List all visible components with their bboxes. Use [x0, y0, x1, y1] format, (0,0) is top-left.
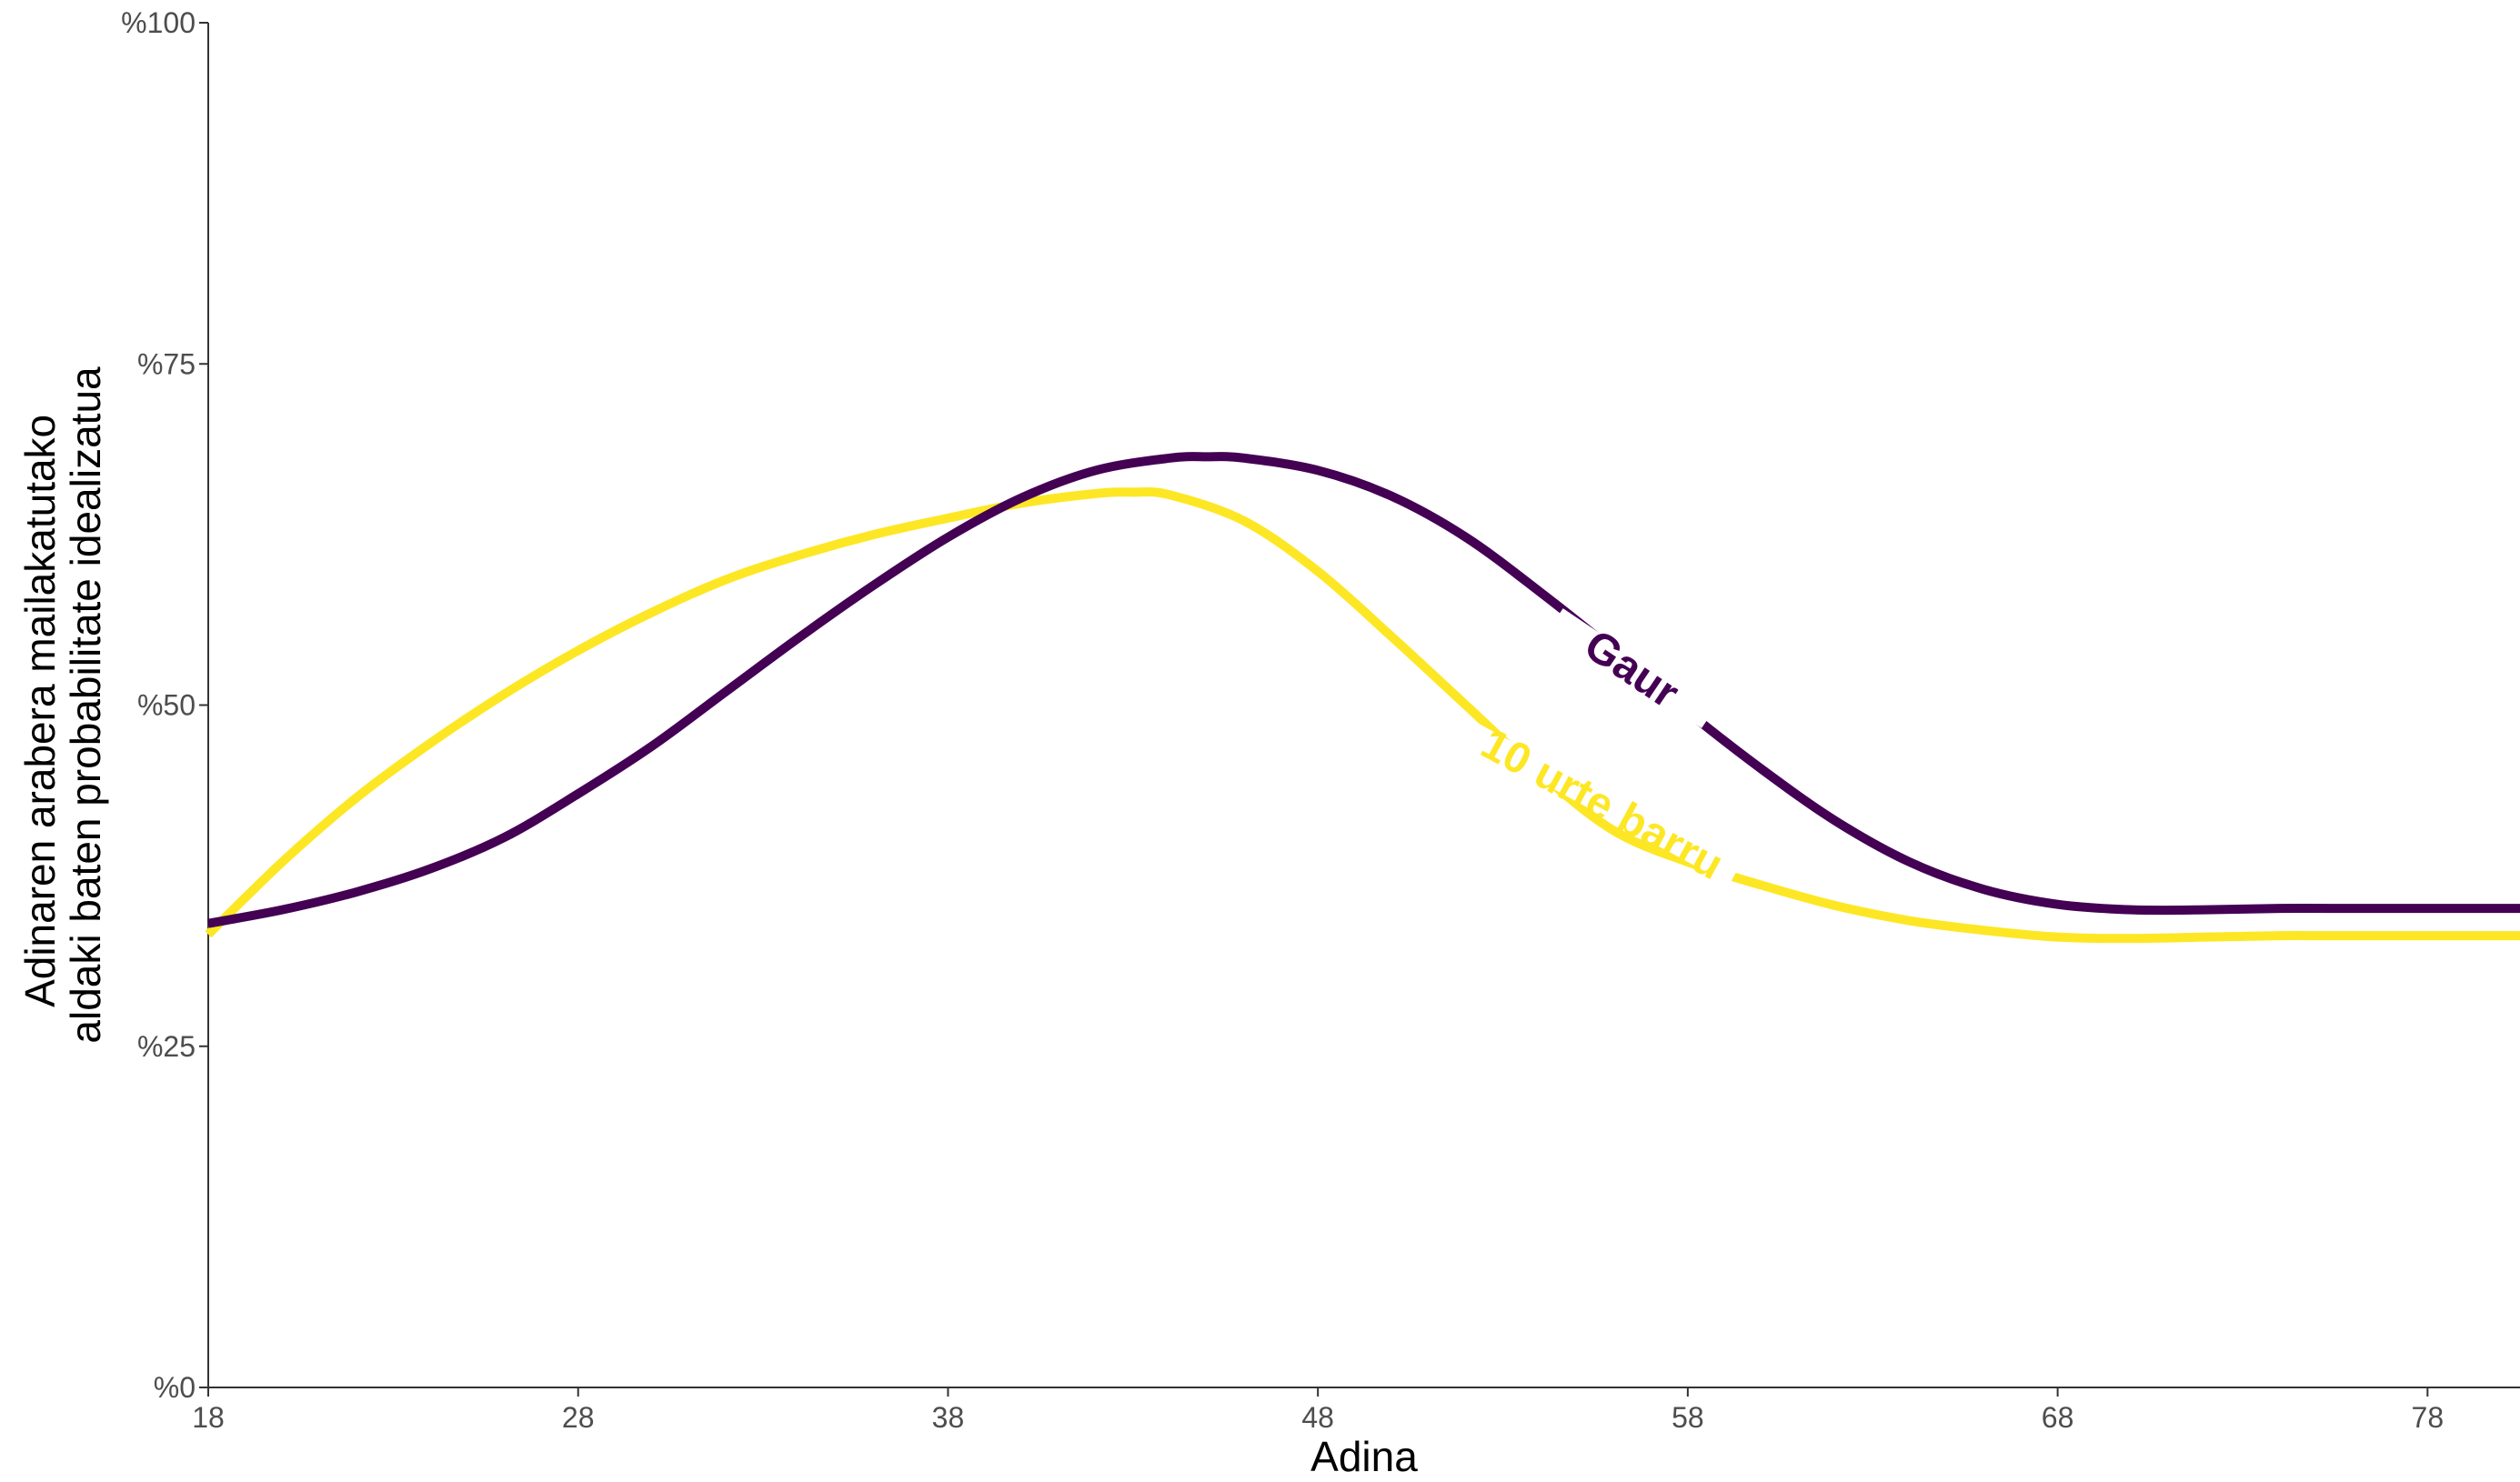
- y-axis-title: Adinaren arabera mailakatutako aldaki ba…: [16, 366, 109, 1044]
- x-tick-label: 28: [562, 1401, 595, 1434]
- series-label-gap: [1465, 722, 1741, 885]
- series-lines: [205, 452, 2520, 944]
- x-axis-title: Adina: [1310, 1433, 1418, 1480]
- x-tick-label: 38: [932, 1401, 965, 1434]
- y-tick-label: %0: [154, 1371, 196, 1404]
- y-axis-title-line-1: Adinaren arabera mailakatutako: [16, 415, 64, 1007]
- y-tick-label: %50: [137, 689, 196, 722]
- y-tick-label: %25: [137, 1030, 196, 1063]
- series-label-group: 10 urte barru: [1465, 720, 1741, 890]
- y-axis-title-line-2: aldaki baten probabilitate idealizatua: [62, 366, 109, 1044]
- series-line-0: [207, 452, 2520, 928]
- y-tick-label: %75: [137, 347, 196, 380]
- series-label-group: Gaur: [1551, 608, 1714, 728]
- x-tick-label: 68: [2042, 1401, 2074, 1434]
- y-tick-label: %100: [121, 6, 196, 39]
- x-tick-label: 18: [192, 1401, 225, 1434]
- x-tick-label: 48: [1301, 1401, 1334, 1434]
- x-tick-label: 58: [1672, 1401, 1704, 1434]
- series-line-1: [205, 486, 2520, 944]
- series-label-gap: [1551, 608, 1714, 728]
- x-tick-label: 78: [2412, 1401, 2445, 1434]
- series-label: 10 urte barru: [1473, 720, 1731, 890]
- axes: %0 %25 %50 %75 %100 18 28 38 48 58 68 78: [121, 6, 2520, 1434]
